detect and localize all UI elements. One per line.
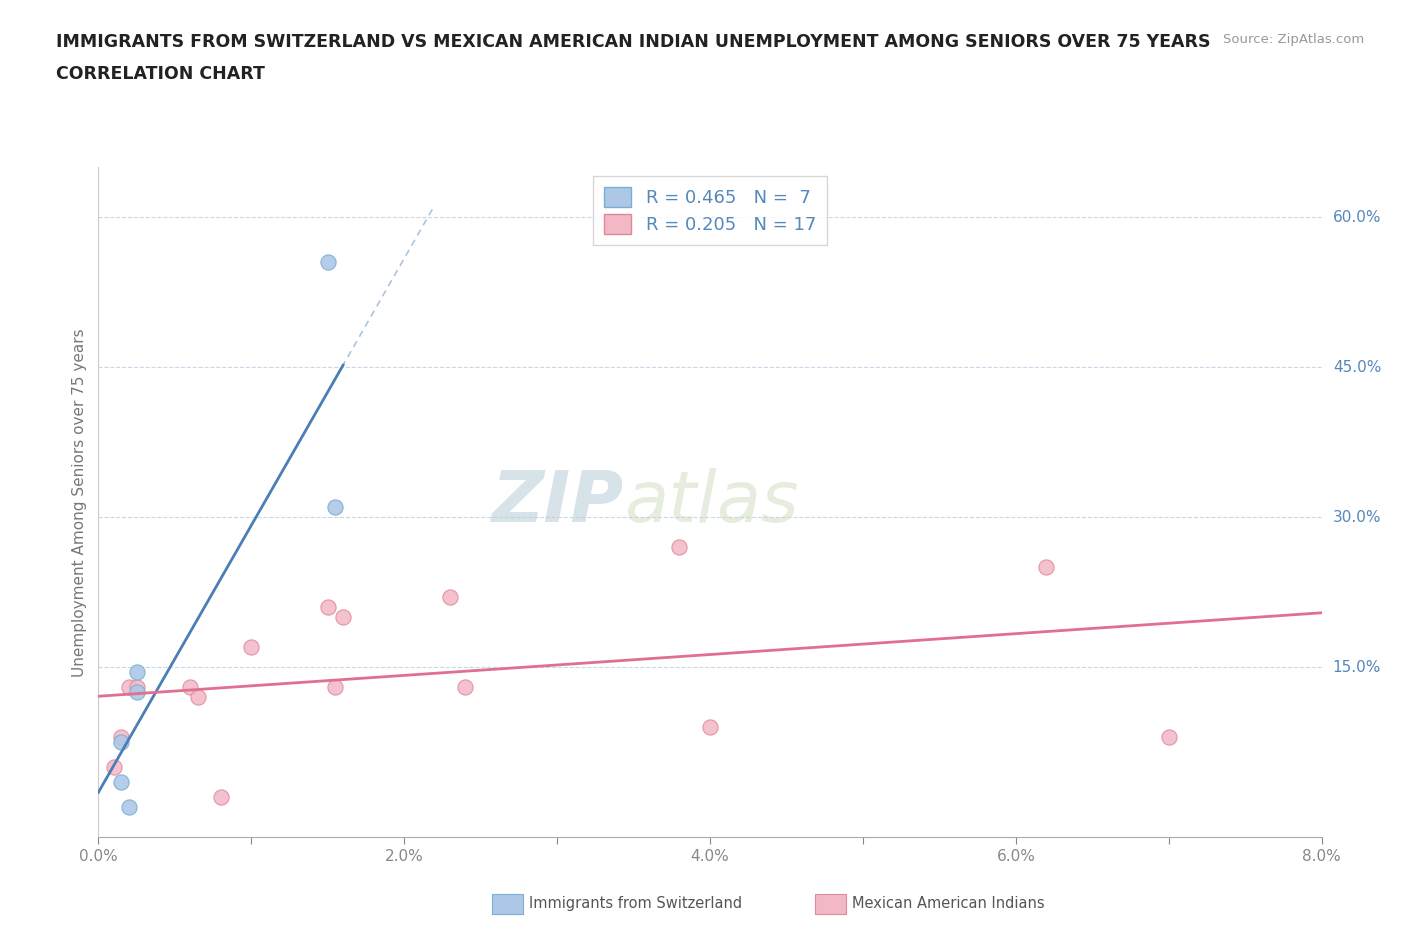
Point [332, 610, 354, 625]
Point [187, 690, 209, 705]
Text: Source: ZipAtlas.com: Source: ZipAtlas.com [1223, 33, 1364, 46]
Point [240, 640, 263, 655]
Text: Immigrants from Switzerland: Immigrants from Switzerland [529, 897, 742, 911]
Point [325, 499, 347, 514]
Point [110, 775, 132, 790]
Point [699, 720, 721, 735]
Point [439, 590, 461, 604]
Text: 45.0%: 45.0% [1333, 360, 1381, 375]
Text: Mexican American Indians: Mexican American Indians [852, 897, 1045, 911]
Text: 30.0%: 30.0% [1333, 510, 1381, 525]
Text: atlas: atlas [624, 468, 799, 537]
Point [1157, 730, 1180, 745]
Text: CORRELATION CHART: CORRELATION CHART [56, 65, 266, 83]
Point [103, 760, 125, 775]
Text: 60.0%: 60.0% [1333, 210, 1381, 225]
Point [118, 800, 141, 815]
Point [125, 665, 148, 680]
Point [454, 680, 477, 695]
Text: ZIP: ZIP [492, 468, 624, 537]
Text: 15.0%: 15.0% [1333, 659, 1381, 674]
Point [316, 600, 339, 615]
Point [668, 539, 690, 554]
Text: IMMIGRANTS FROM SWITZERLAND VS MEXICAN AMERICAN INDIAN UNEMPLOYMENT AMONG SENIOR: IMMIGRANTS FROM SWITZERLAND VS MEXICAN A… [56, 33, 1211, 50]
Point [110, 730, 132, 745]
Point [316, 255, 339, 270]
Point [125, 680, 148, 695]
Point [125, 684, 148, 699]
Point [179, 680, 201, 695]
Y-axis label: Unemployment Among Seniors over 75 years: Unemployment Among Seniors over 75 years [72, 328, 87, 676]
Point [325, 680, 347, 695]
Point [209, 790, 232, 804]
Point [1035, 560, 1057, 575]
Legend: R = 0.465   N =  7, R = 0.205   N = 17: R = 0.465 N = 7, R = 0.205 N = 17 [593, 177, 827, 246]
Point [118, 680, 141, 695]
Point [110, 735, 132, 750]
